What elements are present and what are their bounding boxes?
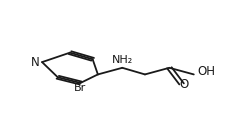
- Text: N: N: [31, 56, 39, 69]
- Text: NH₂: NH₂: [112, 54, 133, 65]
- Text: OH: OH: [197, 65, 215, 78]
- Text: O: O: [180, 77, 189, 91]
- Text: Br: Br: [73, 83, 86, 93]
